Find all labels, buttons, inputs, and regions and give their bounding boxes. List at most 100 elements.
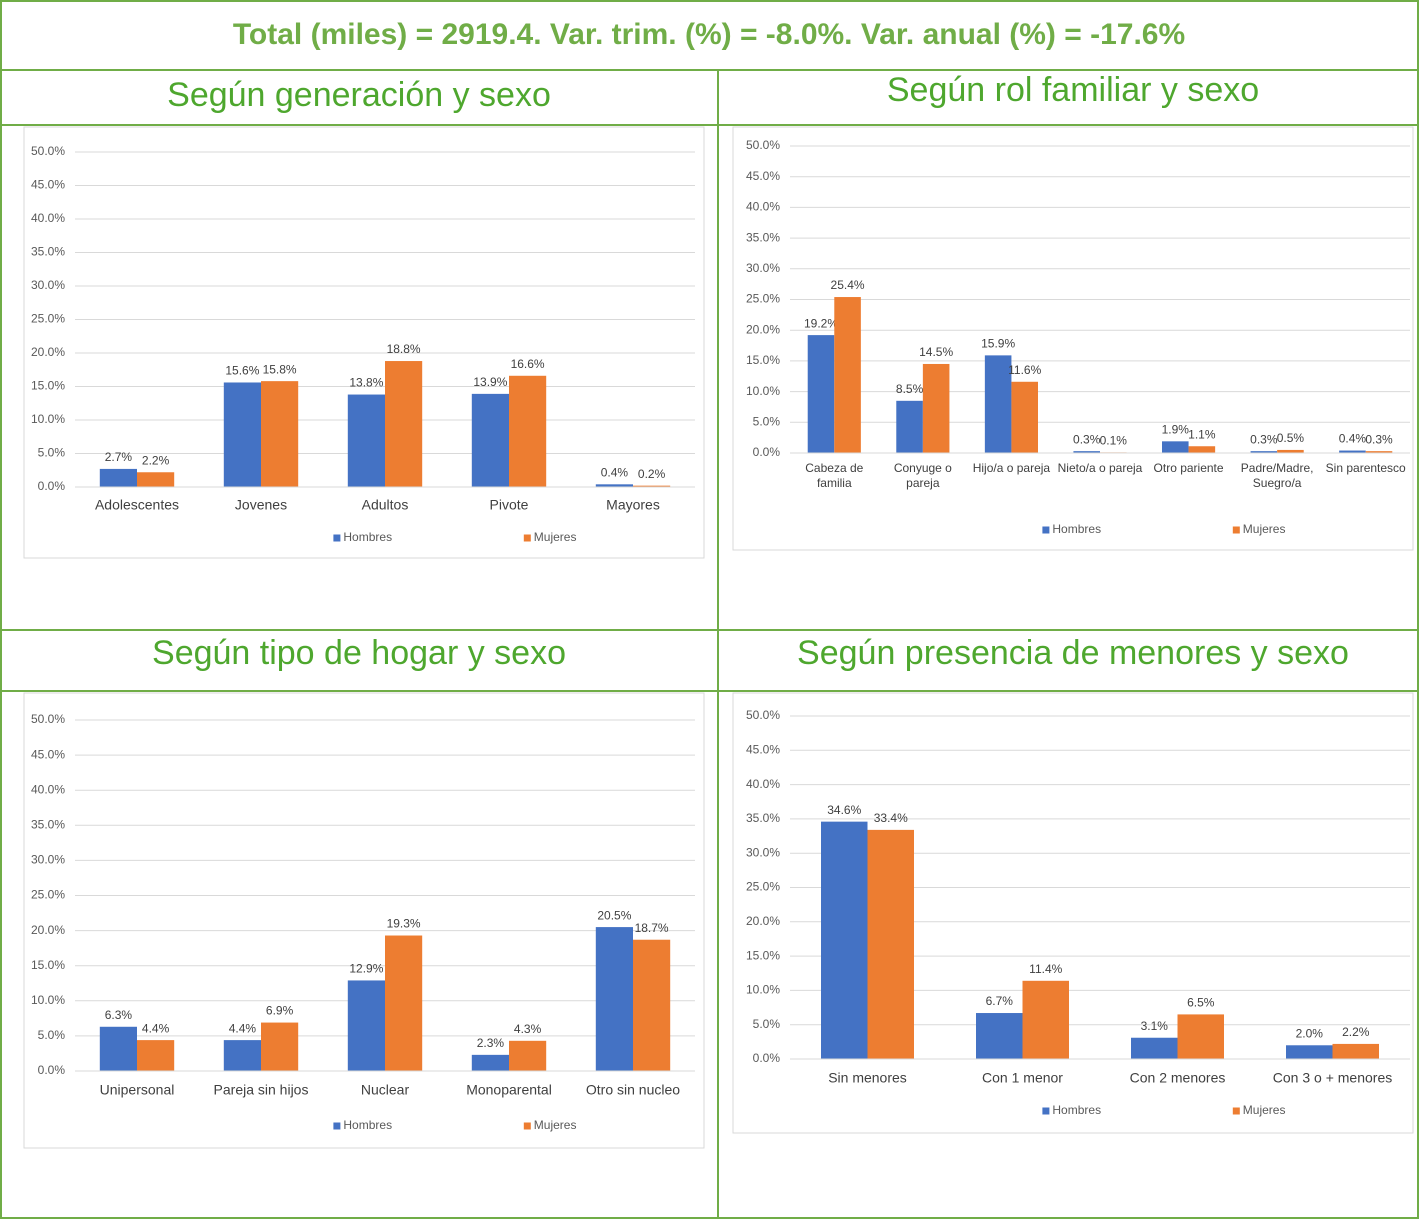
- value-label: 0.3%: [1250, 432, 1278, 446]
- bar: [261, 381, 299, 487]
- bar: [834, 297, 861, 453]
- y-tick-label: 20.0%: [31, 923, 65, 937]
- bar: [1332, 1043, 1379, 1059]
- y-tick-label: 35.0%: [746, 230, 780, 244]
- bar: [1131, 1037, 1178, 1059]
- x-tick-label-box: Padre/Madre, Suegro/a: [1241, 461, 1314, 490]
- x-tick-label: Pivote: [490, 497, 529, 513]
- value-label: 4.4%: [229, 1021, 257, 1035]
- x-tick-label: Hijo/a o pareja: [972, 461, 1051, 475]
- x-tick-label-box: Sin parentesco: [1325, 461, 1406, 475]
- bar: [509, 1040, 547, 1071]
- value-label: 11.4%: [1029, 962, 1062, 976]
- y-tick-label: 15.0%: [746, 948, 780, 962]
- bar: [595, 927, 633, 1071]
- legend-label: Hombres: [1052, 1103, 1101, 1117]
- y-tick-label: 10.0%: [746, 983, 780, 997]
- value-label: 1.1%: [1188, 427, 1216, 441]
- legend-swatch: [523, 534, 531, 542]
- chart-title: Según rol familiar y sexo: [887, 71, 1259, 109]
- bar: [896, 400, 923, 453]
- x-tick-label-box: Cabeza de familia: [805, 461, 864, 490]
- bar: [1188, 446, 1216, 453]
- bar: [261, 1022, 299, 1071]
- value-label: 15.8%: [263, 362, 297, 376]
- value-label: 14.5%: [919, 345, 953, 359]
- value-label: 6.5%: [1187, 996, 1215, 1010]
- y-tick-label: 40.0%: [746, 777, 780, 791]
- value-label: 2.2%: [142, 453, 170, 467]
- value-label: 6.9%: [266, 1004, 294, 1018]
- bar: [1277, 449, 1304, 453]
- legend-swatch: [1232, 1107, 1240, 1115]
- x-tick-label: Otro pariente: [1153, 461, 1224, 475]
- x-tick-label: Cabeza de familia: [805, 461, 864, 490]
- value-label: 20.5%: [597, 908, 631, 922]
- value-label: 2.2%: [1342, 1025, 1370, 1039]
- legend-label: Mujeres: [534, 530, 577, 544]
- y-tick-label: 25.0%: [31, 888, 65, 902]
- x-tick-label: Nuclear: [361, 1082, 410, 1098]
- legend-label: Hombres: [343, 530, 392, 544]
- value-label: 0.3%: [1073, 432, 1101, 446]
- bar: [1022, 980, 1069, 1059]
- y-tick-label: 5.0%: [753, 1017, 781, 1031]
- y-tick-label: 30.0%: [31, 278, 65, 292]
- value-label: 13.8%: [349, 376, 383, 390]
- y-tick-label: 25.0%: [31, 312, 65, 326]
- value-label: 13.9%: [473, 375, 507, 389]
- y-tick-label: 10.0%: [31, 993, 65, 1007]
- y-tick-label: 45.0%: [31, 747, 65, 761]
- value-label: 19.3%: [387, 917, 421, 931]
- y-tick-label: 25.0%: [746, 292, 780, 306]
- bar: [137, 472, 175, 487]
- y-tick-label: 40.0%: [31, 782, 65, 796]
- y-tick-label: 10.0%: [746, 384, 780, 398]
- value-label: 0.1%: [1100, 434, 1128, 448]
- legend-label: Hombres: [343, 1118, 392, 1132]
- bar: [347, 394, 385, 487]
- x-tick-label: Sin parentesco: [1325, 461, 1406, 475]
- y-tick-label: 35.0%: [31, 817, 65, 831]
- y-tick-label: 15.0%: [31, 958, 65, 972]
- x-tick-label-box: Nieto/a o pareja: [1058, 461, 1143, 475]
- value-label: 11.6%: [1008, 363, 1041, 377]
- bar: [1177, 1014, 1224, 1059]
- bar: [821, 821, 868, 1059]
- y-tick-label: 35.0%: [31, 245, 65, 259]
- bar: [633, 939, 671, 1071]
- y-tick-label: 0.0%: [38, 1063, 66, 1077]
- y-tick-label: 25.0%: [746, 880, 780, 894]
- legend-swatch: [333, 1122, 341, 1130]
- y-tick-label: 10.0%: [31, 412, 65, 426]
- y-tick-label: 35.0%: [746, 811, 780, 825]
- value-label: 3.1%: [1141, 1019, 1169, 1033]
- y-tick-label: 50.0%: [31, 144, 65, 158]
- bar: [984, 355, 1012, 453]
- legend-swatch: [333, 534, 341, 542]
- x-tick-label: Monoparental: [466, 1082, 552, 1098]
- value-label: 0.2%: [638, 467, 666, 481]
- y-tick-label: 0.0%: [753, 445, 781, 459]
- value-label: 1.9%: [1162, 423, 1190, 437]
- value-label: 0.5%: [1277, 431, 1305, 445]
- x-tick-label-box: Hijo/a o pareja: [972, 461, 1051, 475]
- bar: [137, 1040, 175, 1071]
- y-tick-label: 45.0%: [746, 169, 780, 183]
- value-label: 2.0%: [1296, 1026, 1324, 1040]
- y-tick-label: 0.0%: [753, 1051, 781, 1065]
- x-tick-label: Sin menores: [828, 1070, 907, 1086]
- y-tick-label: 50.0%: [31, 712, 65, 726]
- value-label: 8.5%: [896, 382, 924, 396]
- page-title: Total (miles) = 2919.4. Var. trim. (%) =…: [233, 18, 1185, 51]
- y-tick-label: 5.0%: [753, 414, 781, 428]
- bar: [347, 980, 385, 1071]
- value-label: 19.2%: [804, 316, 838, 330]
- bar: [99, 468, 137, 487]
- value-label: 0.4%: [601, 465, 629, 479]
- legend-label: Hombres: [1052, 522, 1101, 536]
- bar: [1339, 450, 1366, 453]
- bar: [1250, 451, 1278, 453]
- y-tick-label: 45.0%: [746, 742, 780, 756]
